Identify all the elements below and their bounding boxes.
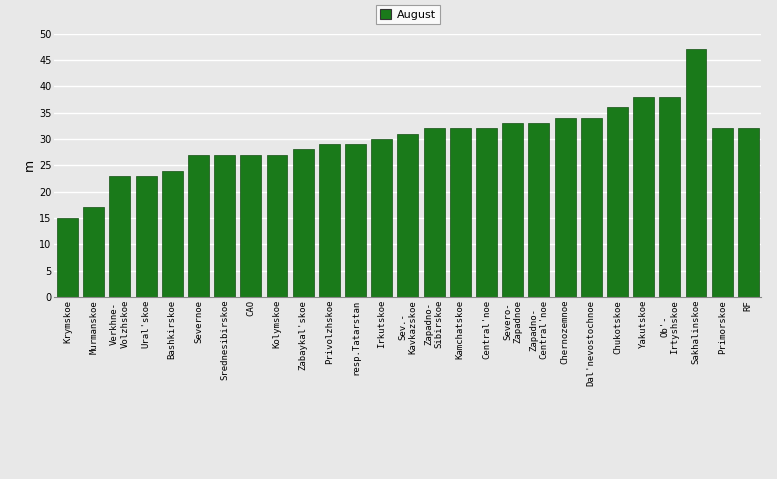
Bar xyxy=(528,123,549,297)
Bar xyxy=(502,123,523,297)
Bar xyxy=(398,134,418,297)
Bar xyxy=(476,128,497,297)
Bar xyxy=(607,107,628,297)
Bar xyxy=(660,97,681,297)
Bar xyxy=(423,128,444,297)
Bar xyxy=(162,171,183,297)
Bar xyxy=(83,207,104,297)
Bar xyxy=(633,97,654,297)
Bar xyxy=(580,118,601,297)
Bar xyxy=(57,218,78,297)
Y-axis label: m: m xyxy=(23,159,37,171)
Bar xyxy=(345,144,366,297)
Bar xyxy=(712,128,733,297)
Bar xyxy=(240,155,261,297)
Bar xyxy=(135,176,156,297)
Bar xyxy=(371,139,392,297)
Bar xyxy=(319,144,340,297)
Bar xyxy=(214,155,235,297)
Bar xyxy=(188,155,209,297)
Bar xyxy=(555,118,576,297)
Bar xyxy=(738,128,759,297)
Legend: August: August xyxy=(375,5,441,24)
Bar xyxy=(685,49,706,297)
Bar xyxy=(450,128,471,297)
Bar xyxy=(267,155,287,297)
Bar xyxy=(110,176,131,297)
Bar xyxy=(293,149,314,297)
